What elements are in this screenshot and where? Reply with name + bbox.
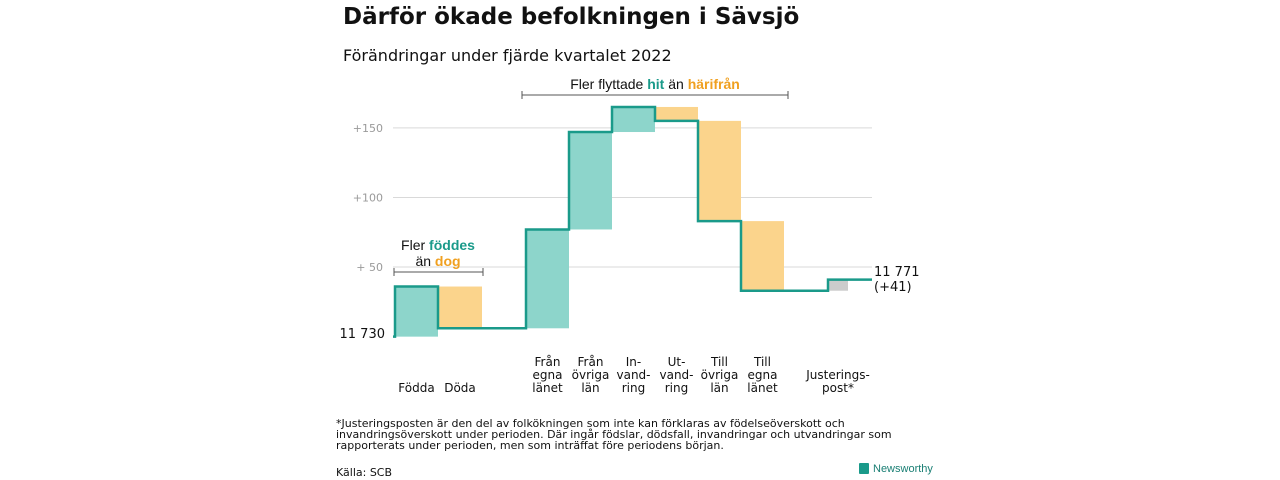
- category-label-7-1: egna: [748, 368, 778, 382]
- annotation-births-line1: Fler föddes: [401, 237, 475, 253]
- bar-4: [612, 106, 655, 133]
- category-label-5-2: ring: [665, 381, 689, 395]
- bar-5: [655, 106, 698, 121]
- category-label-7-0: Till: [753, 355, 771, 369]
- category-labels: Födda DödaFrånegnalänetFrånövrigalänIn-va…: [398, 355, 869, 395]
- category-label-3-1: övriga: [572, 368, 610, 382]
- category-label-4-1: vand-: [616, 368, 650, 382]
- category-label-0-0: Födda: [398, 381, 434, 395]
- category-label-6-0: Till: [710, 355, 728, 369]
- end-change-label: (+41): [874, 280, 912, 295]
- category-label-6-2: län: [710, 381, 728, 395]
- bar-2: [526, 229, 569, 329]
- y-tick-label-1: +100: [353, 191, 383, 204]
- y-tick-label-2: +150: [353, 122, 383, 135]
- bars: [395, 106, 848, 337]
- end-value-label: 11 771: [874, 265, 920, 280]
- bar-1: [438, 286, 482, 329]
- category-label-8-1: post*: [822, 381, 854, 395]
- step-line: [393, 105, 872, 338]
- category-label-2-0: Från: [535, 355, 561, 369]
- bar-6: [698, 120, 741, 222]
- category-label-7-2: länet: [747, 381, 778, 395]
- category-label-5-0: Ut-: [668, 355, 686, 369]
- annotation-births-line2: än dog: [415, 253, 460, 269]
- bar-0: [395, 286, 438, 337]
- chart-title: Därför ökade befolkningen i Sävsjö: [343, 4, 800, 30]
- category-label-4-2: ring: [622, 381, 646, 395]
- footnote: *Justeringsposten är den del av folkökni…: [336, 417, 892, 452]
- newsworthy-logo-icon: [859, 463, 869, 474]
- bar-3: [569, 132, 612, 230]
- brand-logo: Newsworthy: [859, 463, 933, 475]
- category-label-6-1: övriga: [701, 368, 739, 382]
- chart-subtitle: Förändringar under fjärde kvartalet 2022: [343, 46, 672, 65]
- source-label: Källa: SCB: [336, 466, 393, 479]
- category-label-2-2: länet: [532, 381, 563, 395]
- category-label-3-0: Från: [578, 355, 604, 369]
- bar-7: [741, 221, 784, 291]
- category-label-4-0: In-: [626, 355, 641, 369]
- start-value-label: 11 730: [340, 327, 386, 342]
- brand-name: Newsworthy: [873, 463, 933, 475]
- annotation-migration: Fler flyttade hit än härifrån: [570, 76, 740, 92]
- bar-8: [828, 279, 848, 291]
- category-label-5-1: vand-: [659, 368, 693, 382]
- gridlines: + 50 +100 +150: [353, 122, 872, 274]
- category-label-8-0: Justerings-: [805, 368, 870, 382]
- category-label-3-2: län: [581, 381, 599, 395]
- waterfall-step-line: [393, 105, 872, 338]
- category-label-1-0: Döda: [444, 381, 476, 395]
- y-tick-label-0: + 50: [356, 261, 383, 274]
- category-label-2-1: egna: [533, 368, 563, 382]
